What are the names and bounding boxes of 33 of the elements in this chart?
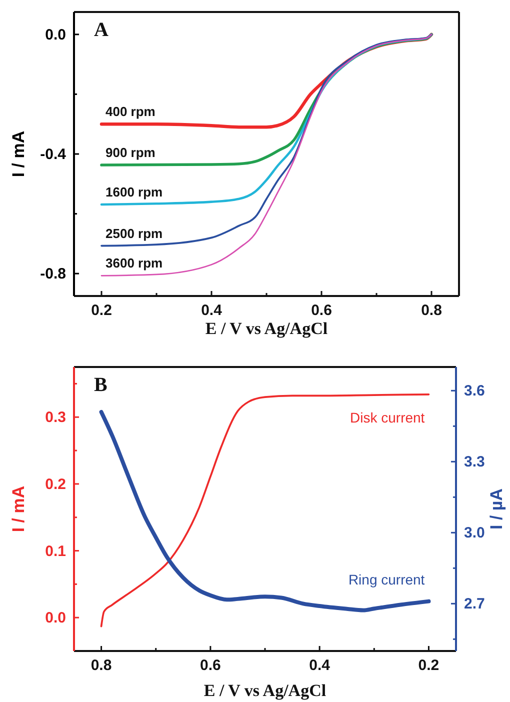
x-tick-label: 0.4 <box>201 302 223 319</box>
series-label: 900 rpm <box>106 145 156 160</box>
y-tick-label: 0.0 <box>45 26 66 44</box>
chart-title: B <box>94 374 108 396</box>
series-label: 1600 rpm <box>106 184 163 200</box>
y2-tick-label: 3.3 <box>464 454 485 471</box>
series-label: Ring current <box>348 571 425 588</box>
y2-tick-label: 3.0 <box>464 524 485 542</box>
series-label: 400 rpm <box>106 104 156 120</box>
y2-tick-label: 2.7 <box>464 596 485 613</box>
y2-axis-title: I / µA <box>487 488 506 530</box>
y-axis-title: I / mA <box>9 486 28 532</box>
x-tick-label: 0.2 <box>418 657 440 674</box>
y-tick-label: 0.3 <box>45 409 66 426</box>
chart-title: A <box>94 19 109 41</box>
y-axis-title: I / mA <box>9 130 28 178</box>
y-tick-label: 0.1 <box>45 542 66 560</box>
x-axis-title: E / V vs Ag/AgCl <box>204 681 326 700</box>
y-tick-label: -0.4 <box>40 146 67 163</box>
x-tick-label: 0.6 <box>311 302 332 319</box>
x-tick-label: 0.2 <box>91 302 112 319</box>
x-tick-label: 0.8 <box>90 657 112 674</box>
x-axis-title: E / V vs Ag/AgCl <box>205 319 328 338</box>
series-label: 2500 rpm <box>106 226 163 241</box>
series-label: 3600 rpm <box>106 256 163 271</box>
x-tick-label: 0.4 <box>309 657 331 674</box>
y2-tick-label: 3.6 <box>464 382 485 400</box>
series-label: Disk current <box>350 409 425 426</box>
y-tick-label: -0.8 <box>40 266 66 283</box>
y-tick-label: 0.2 <box>45 476 66 493</box>
x-tick-label: 0.6 <box>200 657 221 674</box>
x-tick-label: 0.8 <box>421 302 442 319</box>
y-tick-label: 0.0 <box>45 610 66 627</box>
